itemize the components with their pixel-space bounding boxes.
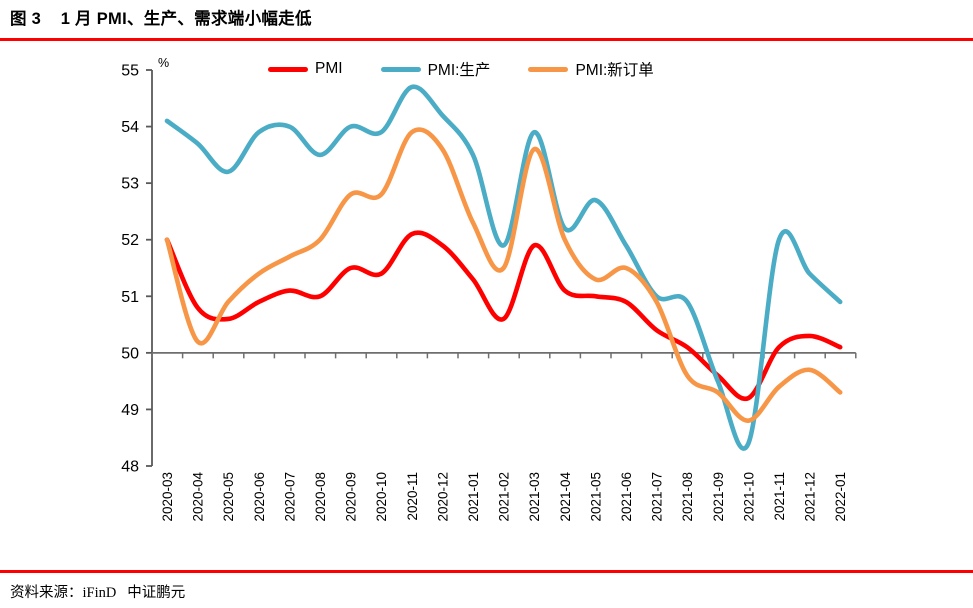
x-axis-tick-label: 2021-09 — [711, 472, 726, 522]
top-accent-rule — [0, 38, 973, 41]
y-axis-tick-label: 53 — [121, 176, 139, 193]
series-line-0 — [164, 230, 843, 402]
source-note: 资料来源：iFinD 中证鹏元 — [10, 585, 186, 601]
series-line-2 — [164, 127, 843, 423]
y-axis-unit-label: % — [158, 56, 169, 70]
y-axis-tick-label: 55 — [121, 63, 139, 80]
x-axis-tick-label: 2021-07 — [650, 472, 665, 522]
legend-label: PMI — [315, 60, 343, 77]
chart-legend: PMI PMI:生产 PMI:新订单 — [268, 58, 654, 80]
series-line-1 — [164, 84, 843, 451]
y-axis-tick-label: 51 — [121, 289, 139, 306]
x-axis-tick-label: 2020-08 — [313, 472, 328, 522]
x-axis-tick-label: 2021-02 — [497, 472, 512, 522]
x-axis-tick-label: 2020-12 — [435, 472, 450, 522]
legend-item-0: PMI — [268, 60, 343, 78]
x-axis-tick-label: 2021-06 — [619, 472, 634, 522]
legend-label: PMI:新订单 — [575, 62, 654, 79]
x-axis-tick-label: 2021-04 — [558, 472, 573, 522]
x-axis-tick-label: 2021-10 — [741, 472, 756, 522]
y-axis-tick-label: 50 — [121, 345, 139, 362]
pmi-line-chart: 48 49 50 51 52 53 54 55 % 2020-03 2020-04 2020-05 20… — [121, 56, 857, 522]
x-axis-tick-label: 2020-06 — [252, 472, 267, 522]
x-axis-tick-label: 2020-09 — [344, 472, 359, 522]
x-axis-tick-label: 2020-05 — [221, 472, 236, 522]
x-axis-tick-label: 2021-01 — [466, 472, 481, 522]
x-axis-tick-label: 2020-10 — [374, 472, 389, 522]
y-axis-tick-label: 54 — [121, 119, 139, 136]
legend-swatch — [380, 66, 421, 72]
bottom-accent-rule — [0, 570, 973, 573]
x-axis-tick-label: 2020-07 — [282, 472, 297, 522]
figure-title: 图 3 1 月 PMI、生产、需求端小幅走低 — [10, 10, 312, 28]
x-axis-tick-label: 2020-03 — [160, 472, 175, 522]
x-axis-tick-label: 2020-04 — [191, 472, 206, 522]
x-axis-tick-label: 2021-05 — [588, 472, 603, 522]
legend-label: PMI:生产 — [427, 62, 491, 79]
x-axis-tick-label: 2022-01 — [833, 472, 848, 522]
x-axis-tick-label: 2021-03 — [527, 472, 542, 522]
legend-item-2: PMI:新订单 — [528, 58, 654, 80]
legend-swatch — [528, 66, 569, 72]
legend-item-1: PMI:生产 — [380, 58, 491, 80]
x-axis-tick-label: 2021-11 — [772, 472, 787, 521]
x-axis-tick-label: 2021-12 — [803, 472, 818, 522]
x-axis-tick-label: 2020-11 — [405, 472, 420, 521]
y-axis-tick-label: 52 — [121, 232, 139, 249]
x-axis-tick-label: 2021-08 — [680, 472, 695, 522]
y-axis-tick-label: 49 — [121, 402, 139, 419]
y-axis-tick-label: 48 — [121, 458, 139, 475]
legend-swatch — [268, 66, 308, 72]
